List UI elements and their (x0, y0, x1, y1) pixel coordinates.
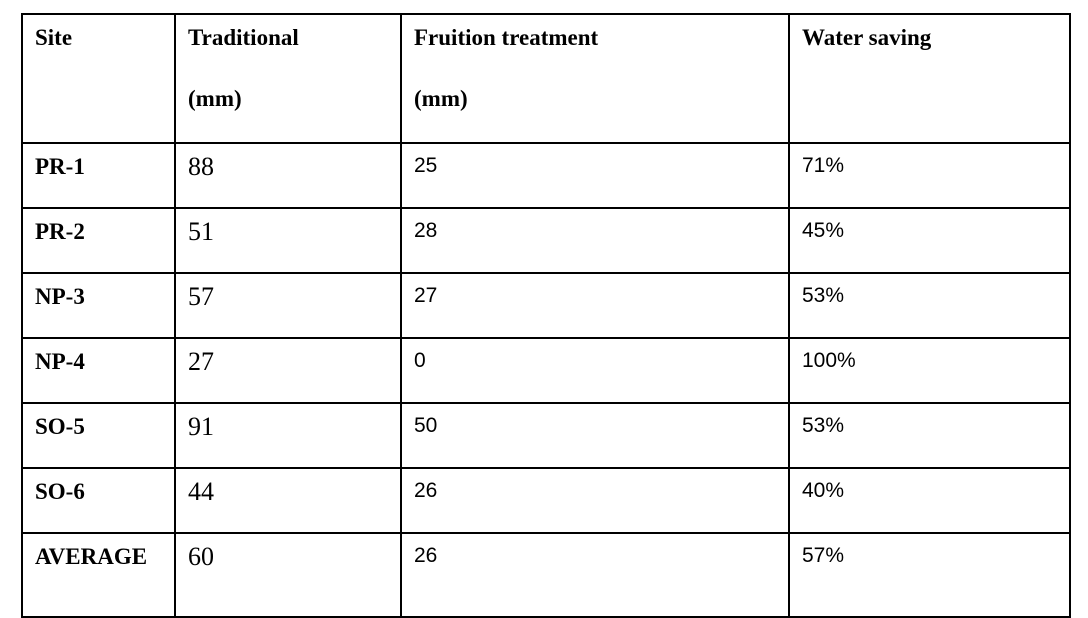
table-row-pr2: PR-2 51 28 45% (21, 207, 1071, 274)
site-cell: NP-4 (21, 337, 176, 404)
header-cell-water-saving: Water saving (788, 13, 1071, 144)
traditional-cell: 60 (174, 532, 402, 618)
fruition-cell: 0 (400, 337, 790, 404)
site-cell: PR-1 (21, 142, 176, 209)
header-traditional-label: Traditional (188, 25, 299, 50)
water-saving-cell: 40% (788, 467, 1071, 534)
header-traditional-unit: (mm) (188, 86, 242, 111)
fruition-cell: 25 (400, 142, 790, 209)
traditional-cell: 44 (174, 467, 402, 534)
fruition-cell: 26 (400, 467, 790, 534)
traditional-cell: 51 (174, 207, 402, 274)
fruition-cell: 50 (400, 402, 790, 469)
traditional-cell: 88 (174, 142, 402, 209)
traditional-cell: 57 (174, 272, 402, 339)
water-saving-cell: 100% (788, 337, 1071, 404)
water-saving-cell: 53% (788, 402, 1071, 469)
site-cell: SO-6 (21, 467, 176, 534)
header-site-label: Site (35, 25, 73, 50)
header-cell-site: Site (21, 13, 176, 144)
header-fruition-unit: (mm) (414, 86, 468, 111)
header-fruition-label: Fruition treatment (414, 25, 599, 50)
header-cell-traditional: Traditional (mm) (174, 13, 402, 144)
header-cell-fruition: Fruition treatment (mm) (400, 13, 790, 144)
table-row-so5: SO-5 91 50 53% (21, 402, 1071, 469)
water-saving-cell: 45% (788, 207, 1071, 274)
fruition-cell: 27 (400, 272, 790, 339)
fruition-cell: 26 (400, 532, 790, 618)
traditional-cell: 91 (174, 402, 402, 469)
header-row: Site Traditional (mm) Fruition treatment… (21, 13, 1071, 144)
site-cell: PR-2 (21, 207, 176, 274)
water-saving-cell: 53% (788, 272, 1071, 339)
table-row-np4: NP-4 27 0 100% (21, 337, 1071, 404)
table-row-np3: NP-3 57 27 53% (21, 272, 1071, 339)
header-water-saving-label: Water saving (802, 25, 932, 50)
traditional-cell: 27 (174, 337, 402, 404)
table-row-pr1: PR-1 88 25 71% (21, 142, 1071, 209)
water-saving-table: Site Traditional (mm) Fruition treatment… (21, 13, 1071, 618)
site-cell: AVERAGE (21, 532, 176, 618)
table-row-so6: SO-6 44 26 40% (21, 467, 1071, 534)
table-row-average: AVERAGE 60 26 57% (21, 532, 1071, 618)
fruition-cell: 28 (400, 207, 790, 274)
site-cell: SO-5 (21, 402, 176, 469)
water-saving-cell: 71% (788, 142, 1071, 209)
site-cell: NP-3 (21, 272, 176, 339)
water-saving-cell: 57% (788, 532, 1071, 618)
